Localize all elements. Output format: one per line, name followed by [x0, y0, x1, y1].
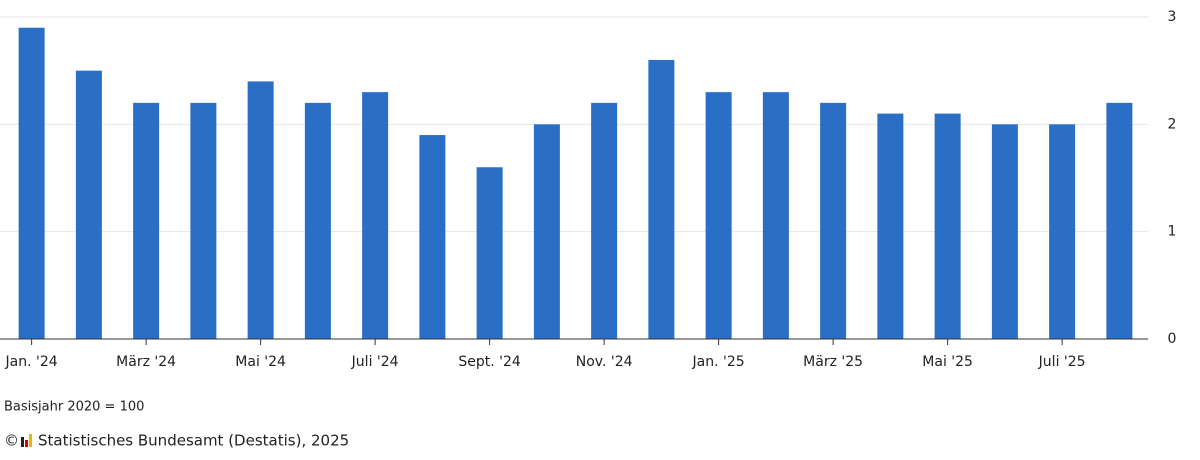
- x-tick-label: Jan. '24: [5, 354, 58, 370]
- copyright: ©: [4, 432, 19, 450]
- bar: [705, 92, 732, 339]
- x-tick-label: Juli '25: [1038, 354, 1086, 370]
- bar: [419, 135, 446, 339]
- y-tick-label: 1: [1168, 224, 1177, 240]
- bar: [1106, 102, 1133, 339]
- bar: [820, 102, 847, 339]
- bar: [247, 81, 274, 340]
- bar: [190, 102, 217, 339]
- x-tick-label: März '25: [803, 354, 863, 370]
- x-tick-label: Sept. '24: [458, 354, 521, 370]
- x-tick-label: März '24: [116, 354, 176, 370]
- y-tick-label: 3: [1168, 9, 1177, 25]
- bar: [648, 59, 675, 339]
- bar: [934, 113, 961, 339]
- bar: [591, 102, 618, 339]
- bar: [1049, 124, 1076, 339]
- x-tick-label: Mai '25: [922, 354, 973, 370]
- bar: [362, 92, 389, 339]
- bar: [75, 70, 102, 340]
- bar: [877, 113, 904, 339]
- bar: [533, 124, 560, 339]
- x-tick-label: Jan. '25: [692, 354, 745, 370]
- note: Basisjahr 2020 = 100: [4, 400, 144, 415]
- bar: [133, 102, 160, 339]
- x-tick-label: Mai '24: [235, 354, 286, 370]
- y-tick-label: 2: [1168, 116, 1177, 132]
- x-tick-label: Juli '24: [351, 354, 399, 370]
- bar: [762, 92, 789, 339]
- source: Statistisches Bundesamt (Destatis), 2025: [38, 432, 349, 450]
- x-tick-label: Nov. '24: [576, 354, 633, 370]
- bar: [18, 27, 45, 339]
- y-tick-label: 0: [1168, 331, 1177, 347]
- bar: [991, 124, 1018, 339]
- bar: [476, 167, 503, 339]
- bar: [304, 102, 331, 339]
- logo: [21, 434, 32, 447]
